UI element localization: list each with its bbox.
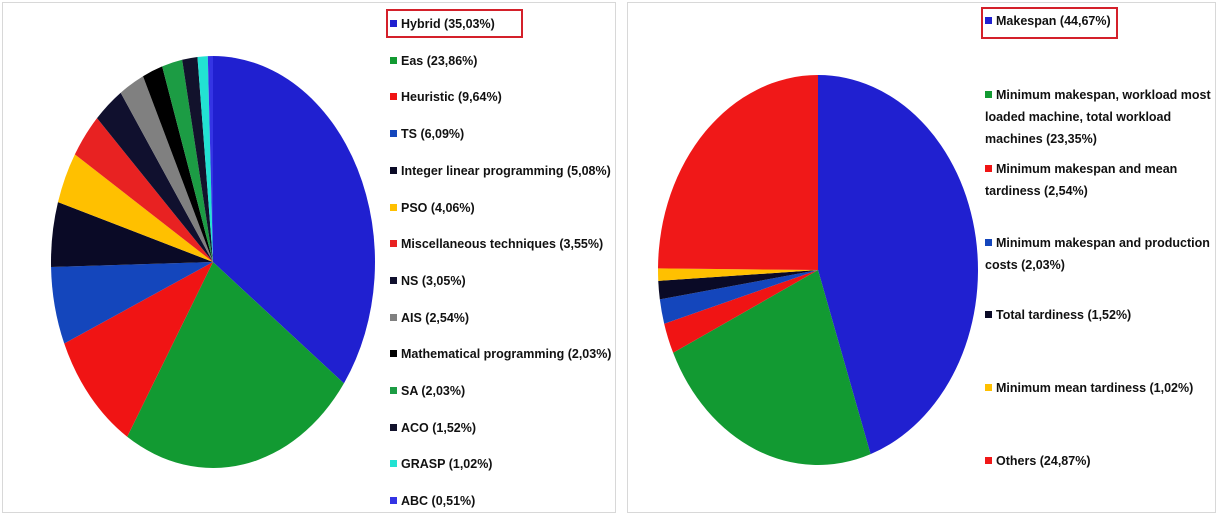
legend-label: Others (24,87%) <box>996 454 1091 468</box>
pie-slice <box>207 56 213 262</box>
legend-label: AIS (2,54%) <box>401 310 470 325</box>
legend-entry: NS (3,05%) <box>390 270 615 292</box>
legend-label: PSO (4,06%) <box>401 200 475 215</box>
legend-swatch <box>985 91 992 98</box>
legend-swatch <box>985 311 992 318</box>
legend-swatch <box>390 497 397 505</box>
legend-swatch <box>390 240 397 248</box>
pie-slice <box>664 270 818 353</box>
legend-swatch <box>390 387 397 394</box>
legend-entry: PSO (4,06%) <box>390 197 615 219</box>
legend-swatch <box>390 423 397 431</box>
legend-entry: Eas (23,86%) <box>390 50 615 72</box>
legend-entry: Minimum makespan, workload most loaded m… <box>985 84 1215 150</box>
legend-swatch <box>985 457 992 464</box>
legend-entry: SA (2,03%) <box>390 380 615 402</box>
highlight-box <box>981 7 1118 39</box>
pie-slice <box>213 56 375 384</box>
legend-entry: Minimum mean tardiness (1,02%) <box>985 377 1215 399</box>
pie-slice <box>74 118 213 262</box>
legend-label: Minimum makespan, workload most loaded m… <box>985 88 1211 146</box>
legend-label: Miscellaneous techniques (3,55%) <box>401 237 604 252</box>
legend-entry: Minimum makespan and mean tardiness (2,5… <box>985 158 1215 202</box>
pie-slice <box>127 262 344 468</box>
highlight-box <box>386 9 523 38</box>
pie-slice <box>162 59 213 262</box>
pie-slice <box>182 56 213 262</box>
pie-slice <box>818 75 979 455</box>
pie-slice <box>51 202 214 268</box>
legend-swatch <box>985 165 992 172</box>
legend-entry: Minimum makespan and production costs (2… <box>985 232 1215 276</box>
legend-entry: Miscellaneous techniques (3,55%) <box>390 233 615 255</box>
legend-entry: AIS (2,54%) <box>390 307 615 329</box>
legend-label: Minimum makespan and mean tardiness (2,5… <box>985 162 1178 198</box>
legend-swatch <box>390 350 397 358</box>
legend-label: GRASP (1,02%) <box>401 457 493 472</box>
right-panel <box>627 2 1216 513</box>
legend-swatch <box>390 56 397 64</box>
legend-swatch <box>390 166 397 174</box>
pie-slice <box>658 75 818 270</box>
legend-entry: Makespan (44,67%) <box>985 10 1215 32</box>
legend-label: Eas (23,86%) <box>401 53 478 68</box>
legend-label: Hybrid (35,03%) <box>401 17 495 31</box>
pie-slice <box>57 154 213 262</box>
legend-label: Makespan (44,67%) <box>996 14 1111 28</box>
legend-swatch <box>390 203 397 211</box>
legend-swatch <box>390 130 397 138</box>
legend-entry: Mathematical programming (2,03%) <box>390 343 615 365</box>
legend-swatch <box>390 276 397 284</box>
legend-entry: Heuristic (9,64%) <box>390 86 615 108</box>
legend-entry: Hybrid (35,03%) <box>390 13 615 35</box>
legend-label: Total tardiness (1,52%) <box>996 308 1132 322</box>
pie-slice <box>197 56 213 263</box>
legend-label: NS (3,05%) <box>401 273 466 288</box>
legend-entry: Others (24,87%) <box>985 450 1215 472</box>
legend-entry: ACO (1,52%) <box>390 417 615 439</box>
legend-label: Integer linear programming (5,08%) <box>401 163 611 178</box>
left-panel <box>2 2 616 513</box>
legend-label: TS (6,09%) <box>401 127 465 142</box>
legend-label: SA (2,03%) <box>401 384 466 398</box>
legend-swatch <box>390 313 397 321</box>
legend-swatch <box>390 93 397 101</box>
pie-slice <box>51 262 213 344</box>
legend-label: Minimum mean tardiness (1,02%) <box>996 381 1194 395</box>
pie-slice <box>143 66 213 263</box>
legend-swatch <box>985 17 992 24</box>
pie-slice <box>658 268 818 281</box>
pie-slice <box>97 92 213 262</box>
legend-label: ABC (0,51%) <box>401 494 476 509</box>
legend-entry: TS (6,09%) <box>390 123 615 145</box>
pie-slice <box>658 270 818 300</box>
legend-swatch <box>390 460 397 468</box>
pie-slice <box>673 270 871 466</box>
legend-swatch <box>985 239 992 246</box>
legend-swatch <box>390 20 397 27</box>
legend-entry: Integer linear programming (5,08%) <box>390 160 615 182</box>
legend-label: Mathematical programming (2,03%) <box>401 347 612 362</box>
legend-entry: ABC (0,51%) <box>390 490 615 512</box>
legend-label: Minimum makespan and production costs (2… <box>985 236 1210 272</box>
pie-slice <box>64 262 213 437</box>
legend-entry: GRASP (1,02%) <box>390 453 615 475</box>
pie-slice <box>659 270 818 324</box>
legend-swatch <box>985 384 992 391</box>
pie-slice <box>120 76 213 262</box>
legend-label: ACO (1,52%) <box>401 420 477 435</box>
legend-label: Heuristic (9,64%) <box>401 90 502 105</box>
legend-entry: Total tardiness (1,52%) <box>985 304 1215 326</box>
